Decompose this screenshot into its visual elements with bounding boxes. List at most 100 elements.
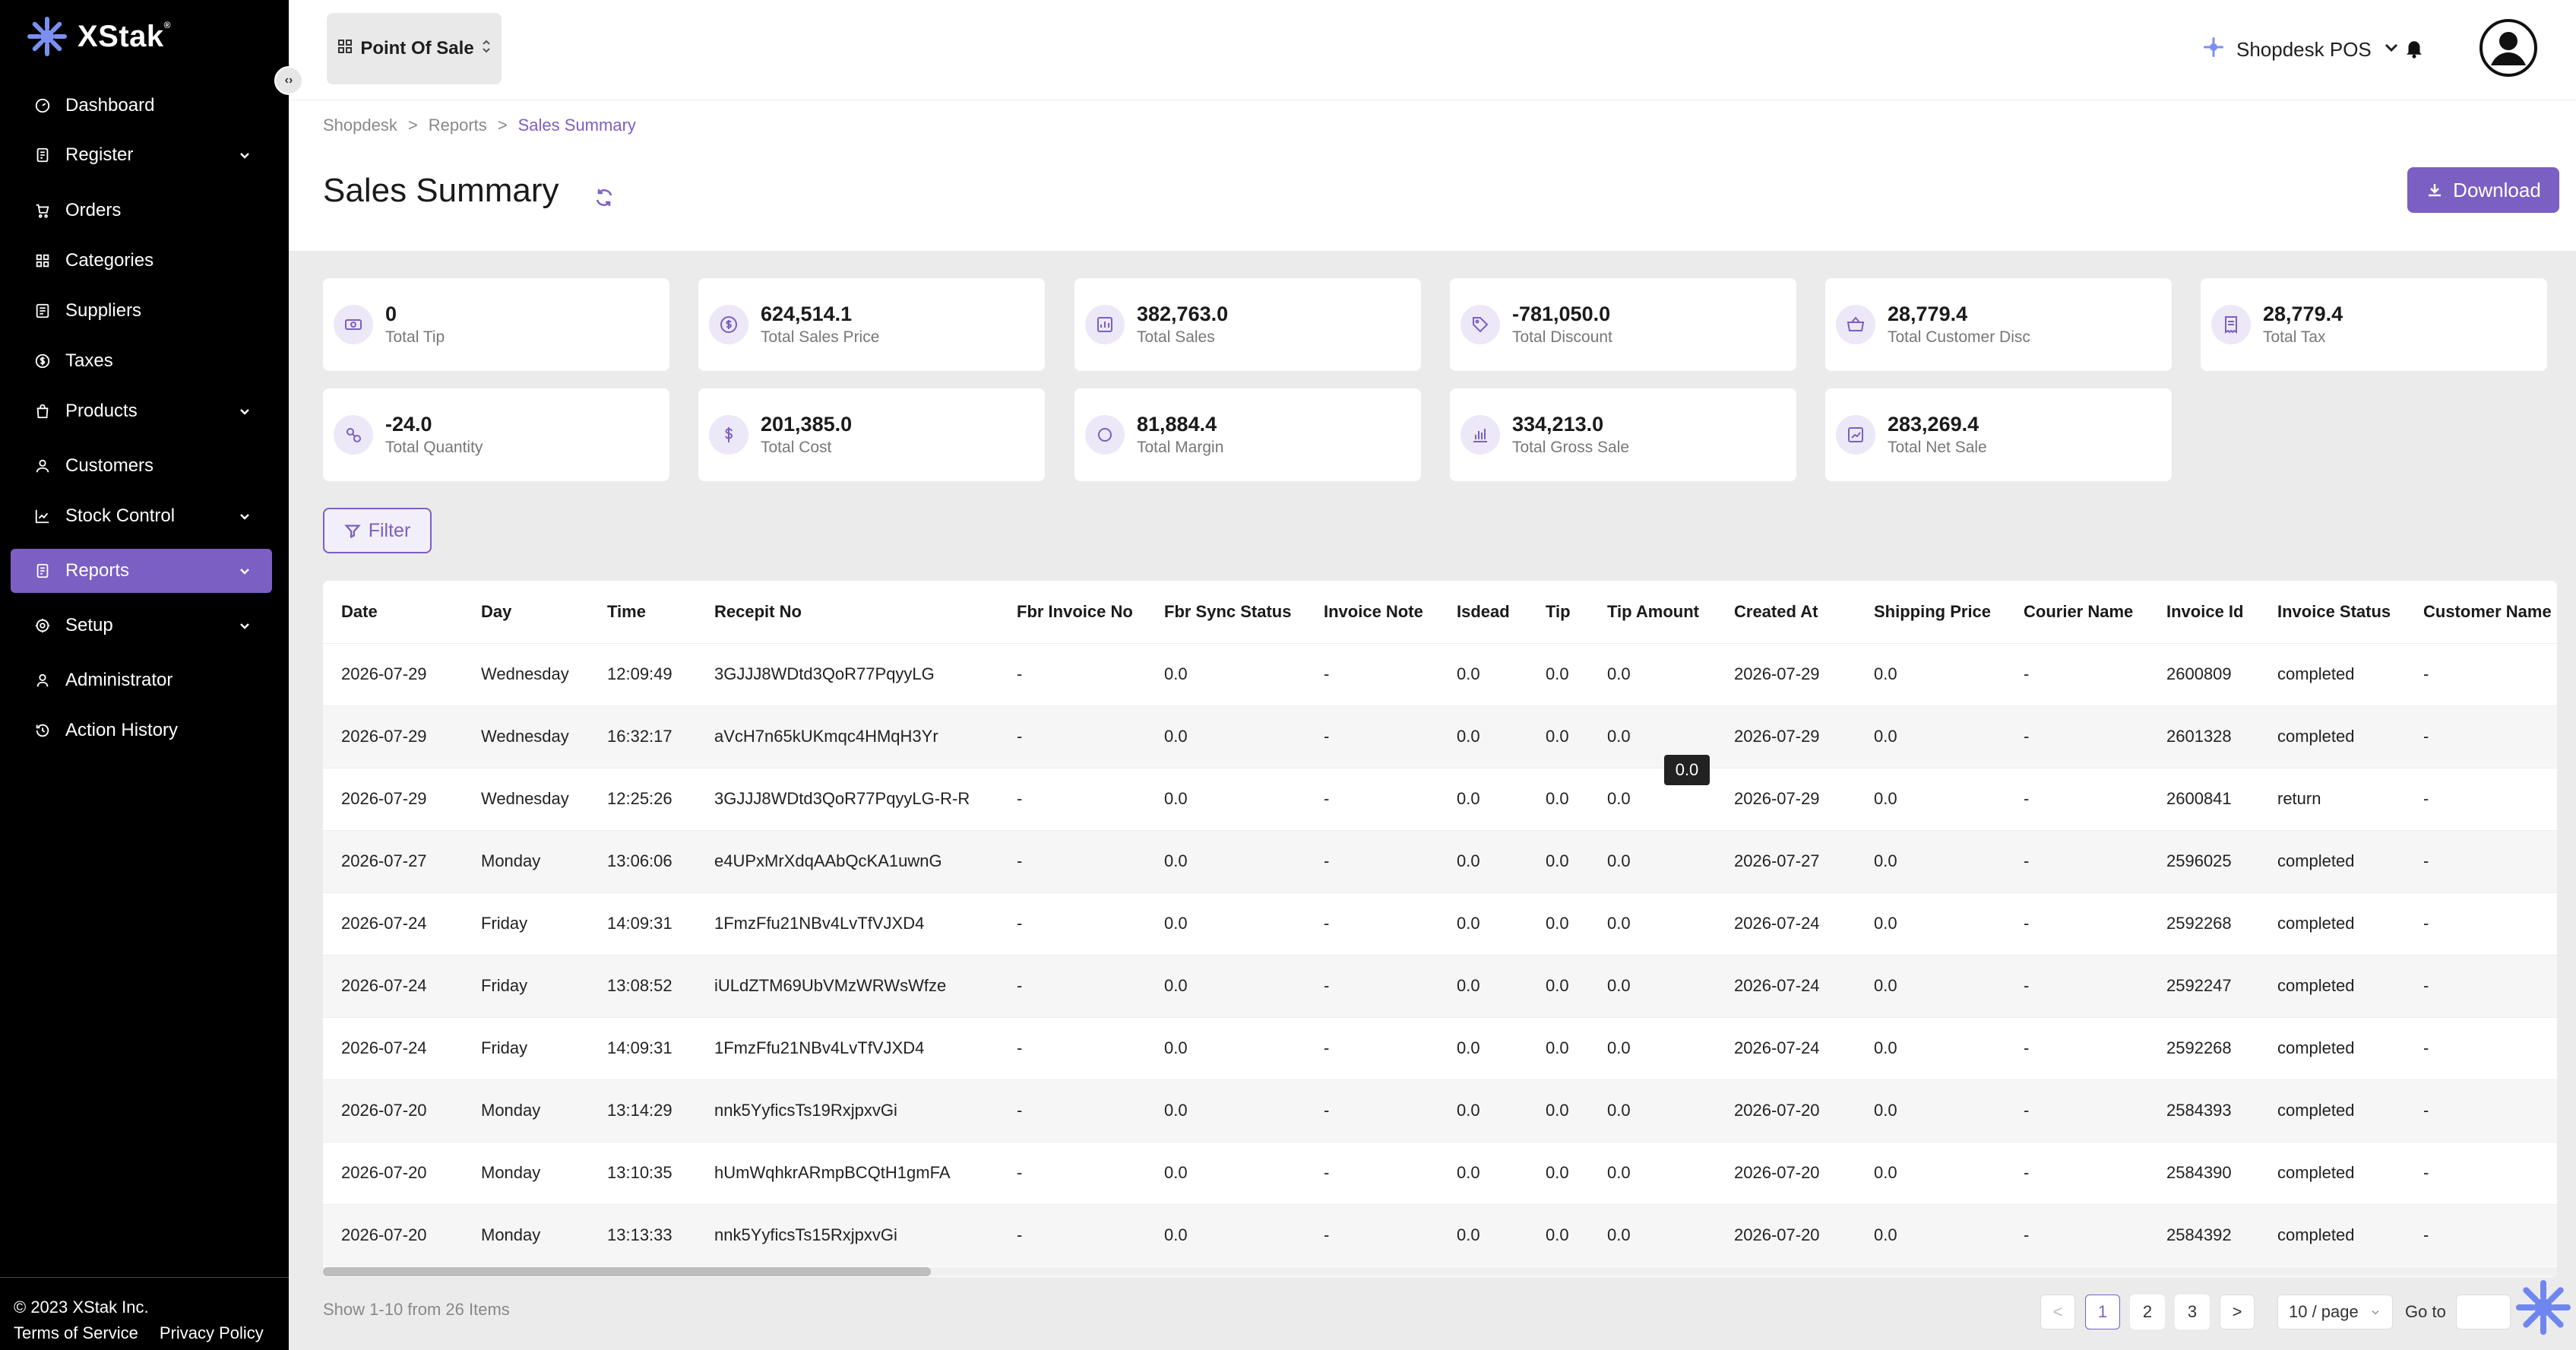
- table-row[interactable]: 2026-07-24 Friday 14:09:31 1FmzFfu21NBv4LvT…: [323, 1016, 2557, 1079]
- table-row[interactable]: 2026-07-20 Monday 13:14:29 nnk5YyficsTs19Rx…: [323, 1079, 2557, 1142]
- table-cell: 1FmzFfu21NBv4LvTfVJXD4: [696, 892, 998, 955]
- table-cell: completed: [2259, 705, 2405, 768]
- breadcrumb-reports[interactable]: Reports: [428, 116, 487, 135]
- stat-label: Total Tip: [385, 328, 445, 346]
- bell-icon[interactable]: [2403, 36, 2426, 59]
- table-cell: 2026-07-20: [1716, 1079, 1856, 1142]
- column-header[interactable]: Date: [323, 581, 463, 643]
- sales-table: Date Day Time Recepit No Fbr Invoice No Fbr S…: [323, 581, 2557, 1277]
- stat-label: Total Gross Sale: [1512, 439, 1630, 456]
- goto-label: Go to: [2405, 1302, 2446, 1321]
- sidebar-item-administrator[interactable]: Administrator: [11, 658, 272, 702]
- prev-page-button[interactable]: <: [2040, 1295, 2075, 1329]
- breadcrumb-separator: >: [407, 116, 418, 135]
- column-header[interactable]: Shipping Price: [1856, 581, 2005, 643]
- table-cell: 0.0: [1527, 642, 1589, 705]
- table-row[interactable]: 2026-07-29 Wednesday 12:25:26 3GJJJ8WDtd3Qo…: [323, 767, 2557, 830]
- table-cell: 0.0: [1146, 705, 1305, 768]
- app-switcher[interactable]: Point Of Sale: [327, 13, 502, 84]
- table-cell: -: [1305, 954, 1438, 1017]
- table-cell: -: [2405, 892, 2557, 955]
- table-row[interactable]: 2026-07-27 Monday 13:06:06 e4UPxMrXdqAAbQcK…: [323, 829, 2557, 892]
- page-header: Shopdesk > Reports > Sales Summary Sales…: [289, 100, 2576, 251]
- download-icon: [2429, 184, 2442, 197]
- column-header[interactable]: Invoice Id: [2148, 581, 2259, 643]
- sidebar-item-customers[interactable]: Customers: [11, 444, 272, 488]
- page-2-button[interactable]: 2: [2130, 1295, 2165, 1329]
- table-cell: completed: [2259, 1203, 2405, 1266]
- table-cell: -: [1305, 767, 1438, 830]
- table-row[interactable]: 2026-07-20 Monday 13:10:35 hUmWqhkrARmpBCQt…: [323, 1141, 2557, 1204]
- breadcrumb-shopdesk[interactable]: Shopdesk: [323, 116, 397, 135]
- terms-link[interactable]: Terms of Service: [14, 1323, 138, 1342]
- store-logo-icon: [2201, 35, 2226, 65]
- scrollbar-thumb[interactable]: [323, 1267, 931, 1276]
- column-header[interactable]: Recepit No: [696, 581, 998, 643]
- column-header[interactable]: Invoice Note: [1305, 581, 1438, 643]
- store-selector[interactable]: Shopdesk POS: [2201, 30, 2400, 68]
- page-3-button[interactable]: 3: [2175, 1295, 2210, 1329]
- sidebar-item-label: Dashboard: [65, 95, 155, 116]
- table-cell: 0.0: [1146, 954, 1305, 1017]
- sidebar-item-suppliers[interactable]: Suppliers: [11, 289, 272, 333]
- table-cell: 2026-07-29: [1716, 767, 1856, 830]
- horizontal-scrollbar[interactable]: [323, 1267, 2557, 1276]
- brand-logo[interactable]: XStak®: [24, 14, 171, 59]
- table-row[interactable]: 2026-07-24 Friday 13:08:52 iULdZTM69UbVMzWR…: [323, 954, 2557, 1017]
- table-cell: -: [2405, 642, 2557, 705]
- column-header[interactable]: Invoice Status: [2259, 581, 2405, 643]
- column-header[interactable]: Created At: [1716, 581, 1856, 643]
- table-cell: 2592268: [2148, 1016, 2259, 1079]
- filter-button[interactable]: Filter: [323, 508, 432, 553]
- sidebar-collapse-button[interactable]: ‹›: [274, 66, 303, 95]
- sidebar-item-products[interactable]: Products: [11, 389, 272, 433]
- avatar[interactable]: [2479, 18, 2538, 78]
- sidebar-item-setup[interactable]: Setup: [11, 604, 272, 648]
- privacy-link[interactable]: Privacy Policy: [159, 1323, 264, 1342]
- table-cell: 0.0: [1146, 892, 1305, 955]
- stat-card-total-quantity: -24.0 Total Quantity: [323, 388, 669, 481]
- refresh-icon[interactable]: [593, 186, 616, 209]
- table-cell: 13:13:33: [589, 1203, 696, 1266]
- sidebar-item-register[interactable]: Register: [11, 133, 272, 177]
- app-switcher-label: Point Of Sale: [360, 38, 474, 59]
- sidebar-item-action-history[interactable]: Action History: [11, 708, 272, 753]
- stat-value: 201,385.0: [761, 413, 853, 436]
- column-header[interactable]: Fbr Invoice No: [998, 581, 1146, 643]
- sidebar-item-label: Reports: [65, 560, 130, 581]
- column-header[interactable]: Tip: [1527, 581, 1589, 643]
- stat-label: Total Quantity: [385, 439, 483, 456]
- next-page-button[interactable]: >: [2220, 1295, 2255, 1329]
- sidebar-item-categories[interactable]: Categories: [11, 239, 272, 283]
- download-button[interactable]: Download: [2407, 167, 2559, 213]
- column-header[interactable]: Courier Name: [2005, 581, 2148, 643]
- column-header[interactable]: Fbr Sync Status: [1146, 581, 1305, 643]
- column-header[interactable]: Customer Name: [2405, 581, 2557, 643]
- table-cell: e4UPxMrXdqAAbQcKA1uwnG: [696, 829, 998, 892]
- column-header[interactable]: Time: [589, 581, 696, 643]
- table-row[interactable]: 2026-07-29 Wednesday 16:32:17 aVcH7n65kUKmq…: [323, 705, 2557, 768]
- report-icon: [33, 562, 52, 580]
- help-assistant-icon[interactable]: [2513, 1277, 2574, 1338]
- table-row[interactable]: 2026-07-20 Monday 13:13:33 nnk5YyficsTs15Rx…: [323, 1203, 2557, 1266]
- sidebar-item-taxes[interactable]: Taxes: [11, 339, 272, 383]
- table-cell: 0.0: [1527, 705, 1589, 768]
- table-cell: -: [2005, 892, 2148, 955]
- download-label: Download: [2453, 178, 2541, 201]
- sidebar-item-dashboard[interactable]: Dashboard: [11, 84, 272, 128]
- page-size-select[interactable]: 10 / page: [2277, 1295, 2393, 1329]
- column-header[interactable]: Tip Amount: [1589, 581, 1716, 643]
- table-row[interactable]: 2026-07-29 Wednesday 12:09:49 3GJJJ8WDtd3Qo…: [323, 642, 2557, 705]
- sidebar-item-stock-control[interactable]: Stock Control: [11, 494, 272, 538]
- column-header[interactable]: Day: [463, 581, 589, 643]
- table-cell: 12:09:49: [589, 642, 696, 705]
- sidebar-item-reports[interactable]: Reports: [11, 549, 272, 593]
- table-cell: -: [2405, 1016, 2557, 1079]
- user-icon: [33, 457, 52, 475]
- page-1-button[interactable]: 1: [2085, 1295, 2120, 1329]
- goto-page-input[interactable]: [2456, 1295, 2511, 1329]
- sidebar-item-orders[interactable]: Orders: [11, 189, 272, 233]
- table-row[interactable]: 2026-07-24 Friday 14:09:31 1FmzFfu21NBv4LvT…: [323, 892, 2557, 955]
- column-header[interactable]: Isdead: [1438, 581, 1527, 643]
- stat-value: 81,884.4: [1137, 413, 1217, 436]
